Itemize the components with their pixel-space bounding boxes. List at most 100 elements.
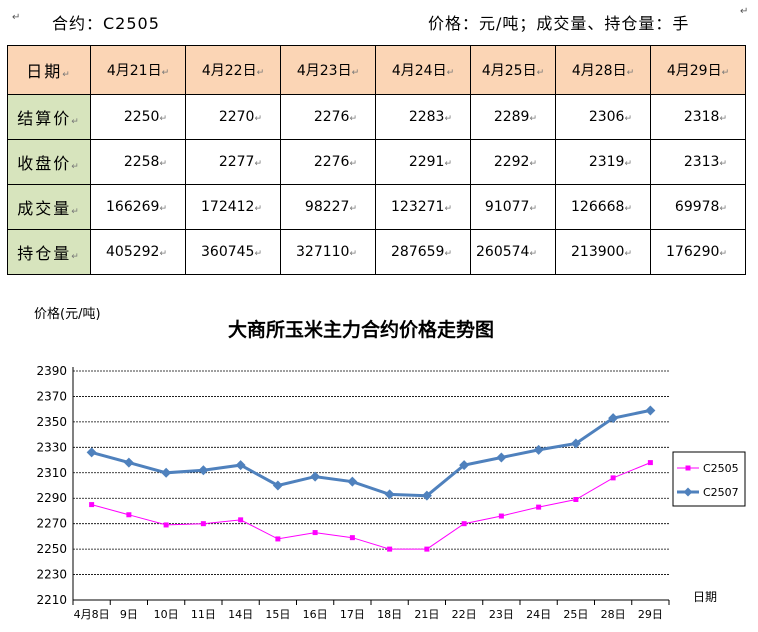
data-point	[161, 467, 172, 478]
x-axis-label: 日期	[693, 590, 718, 604]
data-point	[312, 530, 318, 536]
y-tick-label: 2290	[36, 491, 67, 505]
table-header-row: 日期↵ 4月21日↵ 4月22日↵ 4月23日↵ 4月24日↵ 4月25日↵ 4月28日↵ 4…	[7, 45, 746, 95]
data-point	[123, 457, 134, 468]
table-cell: 360745↵	[185, 229, 281, 275]
date-header-cell: 日期↵	[7, 45, 91, 95]
data-point	[310, 471, 321, 482]
table-row: 持仓量↵ 405292↵ 360745↵ 327110↵ 287659↵ 260574↵ 2…	[7, 229, 746, 275]
table-cell: 91077↵	[470, 184, 556, 230]
data-point	[608, 413, 619, 424]
data-point	[536, 504, 542, 510]
table-cell: 2283↵	[375, 94, 471, 140]
date-header-cell: 4月25日↵	[470, 45, 556, 95]
data-point	[198, 465, 209, 476]
row-label-cell: 结算价↵	[7, 94, 91, 140]
data-point	[238, 517, 244, 523]
date-header-cell: 4月28日↵	[555, 45, 651, 95]
table-cell: 166269↵	[90, 184, 186, 230]
data-point	[645, 405, 656, 416]
legend-label: C2505	[703, 462, 739, 475]
paragraph-mark-icon: ↵	[12, 12, 21, 23]
date-header-cell: 4月29日↵	[650, 45, 746, 95]
table-cell: 2276↵	[280, 94, 376, 140]
table-cell: 2277↵	[185, 139, 281, 185]
table-row: 收盘价↵ 2258↵ 2277↵ 2276↵ 2291↵ 2292↵ 2319↵ 2313↵	[7, 139, 746, 185]
x-tick-label: 4月8日	[74, 608, 110, 621]
x-tick-label: 17日	[340, 608, 365, 621]
report-header: ↵ 合约：C2505 价格：元/吨；成交量、持仓量：手 ↵	[0, 6, 758, 33]
price-line-chart: 2210 2230 2250 2270 2290 2310 2330 2350 2370 2390…	[36, 364, 746, 621]
table-cell: 260574↵	[470, 229, 556, 275]
x-tick-label: 29日	[638, 608, 663, 621]
x-tick-label: 10日	[154, 608, 179, 621]
x-tick-label: 22日	[452, 608, 477, 621]
row-label-cell: 收盘价↵	[7, 139, 91, 185]
data-point	[86, 447, 97, 458]
contract-label: 合约：C2505	[52, 14, 160, 33]
table-cell: 2292↵	[470, 139, 556, 185]
data-point	[647, 460, 653, 466]
data-point	[496, 452, 507, 463]
legend-marker	[683, 487, 693, 497]
x-tick-label: 15日	[265, 608, 290, 621]
paragraph-mark-icon: ↵	[740, 6, 749, 17]
table-cell: 2313↵	[650, 139, 746, 185]
data-point	[610, 475, 616, 481]
table-cell: 2306↵	[555, 94, 651, 140]
data-point	[272, 480, 283, 491]
x-tick-label: 28日	[601, 608, 626, 621]
data-point	[384, 489, 395, 500]
series-line-c2507	[91, 408, 651, 498]
y-tick-label: 2370	[36, 389, 67, 403]
table-cell: 213900↵	[555, 229, 651, 275]
table-row: 结算价↵ 2250↵ 2270↵ 2276↵ 2283↵ 2289↵ 2306↵ 2318↵	[7, 94, 746, 140]
data-point	[573, 496, 579, 502]
table-cell: 2289↵	[470, 94, 556, 140]
data-point	[200, 521, 206, 527]
date-header-cell: 4月22日↵	[185, 45, 281, 95]
table-cell: 327110↵	[280, 229, 376, 275]
data-point	[461, 521, 467, 527]
x-tick-label: 9日	[120, 608, 138, 621]
data-point	[275, 536, 281, 542]
table-cell: 2318↵	[650, 94, 746, 140]
y-tick-label: 2250	[36, 542, 67, 556]
table-cell: 2258↵	[90, 139, 186, 185]
data-point	[89, 502, 95, 508]
data-point	[533, 444, 544, 455]
table-cell: 2319↵	[555, 139, 651, 185]
data-point	[163, 522, 169, 528]
table-cell: 2276↵	[280, 139, 376, 185]
data-point	[421, 490, 432, 501]
y-tick-label: 2210	[36, 593, 67, 607]
table-cell: 176290↵	[650, 229, 746, 275]
table-row: 成交量↵ 166269↵ 172412↵ 98227↵ 123271↵ 91077↵ 126…	[7, 184, 746, 230]
row-label-cell: 成交量↵	[7, 184, 91, 230]
legend-label: C2507	[703, 486, 739, 499]
series-line-c2505	[91, 462, 651, 550]
table-cell: 126668↵	[555, 184, 651, 230]
y-tick-label: 2330	[36, 440, 67, 454]
data-point	[349, 535, 355, 541]
x-tick-label: 18日	[377, 608, 402, 621]
legend-box	[672, 451, 746, 507]
chart-title: 大商所玉米主力合约价格走势图	[228, 319, 495, 341]
date-header-cell: 4月24日↵	[375, 45, 471, 95]
table-cell: 69978↵	[650, 184, 746, 230]
data-point	[570, 438, 581, 449]
table-cell: 2250↵	[90, 94, 186, 140]
data-point	[387, 546, 393, 552]
data-point	[459, 460, 470, 471]
units-label: 价格：元/吨；成交量、持仓量：手	[428, 14, 690, 33]
y-tick-label: 2390	[36, 364, 67, 378]
data-point	[424, 546, 430, 552]
row-label-cell: 持仓量↵	[7, 229, 91, 275]
data-point	[126, 512, 132, 518]
x-tick-label: 11日	[191, 608, 216, 621]
date-header-cell: 4月23日↵	[280, 45, 376, 95]
table-cell: 98227↵	[280, 184, 376, 230]
table-cell: 287659↵	[375, 229, 471, 275]
data-point	[235, 460, 246, 471]
table-cell: 2270↵	[185, 94, 281, 140]
